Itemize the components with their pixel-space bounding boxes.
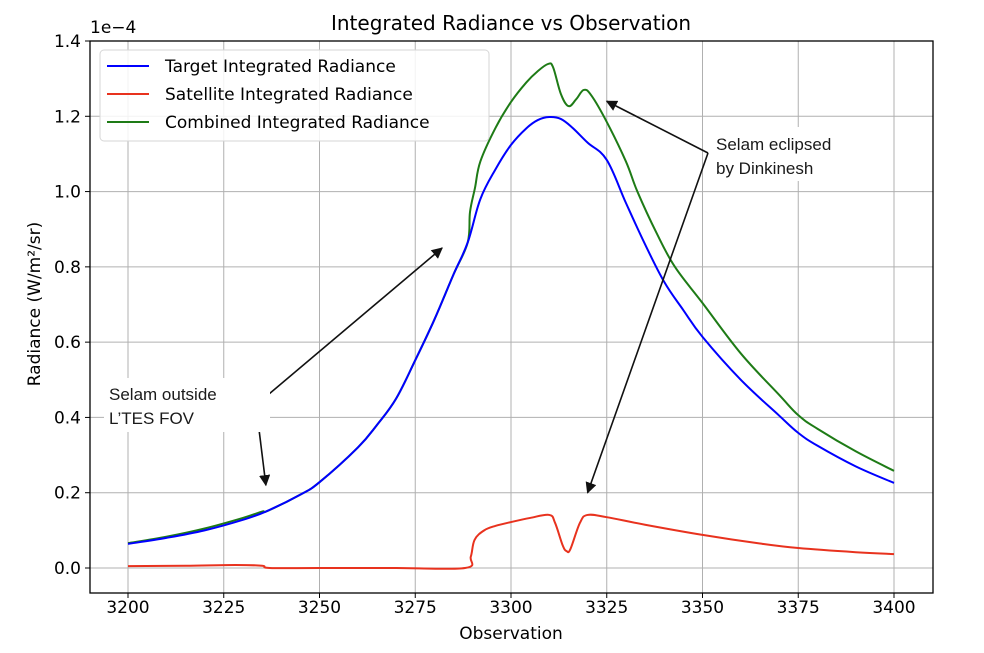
annotation-text-background [711,127,863,181]
annotation-text-line: by Dinkinesh [716,159,813,178]
y-tick-label: 1.2 [54,107,81,127]
y-axis-label: Radiance (W/m²/sr) [25,222,45,387]
annotation-arrow [255,247,443,406]
x-tick-label: 3250 [298,598,341,618]
y-offset-label: 1e−4 [90,18,136,38]
annotation-selam-outside: Selam outside L’TES FOV [104,247,443,487]
legend-label-satellite: Satellite Integrated Radiance [165,85,413,105]
y-tick-label: 0.4 [54,408,81,428]
y-tick-label: 0.6 [54,333,81,353]
annotation-text-line: Selam outside [109,385,217,404]
x-tick-label: 3200 [106,598,149,618]
legend-label-combined: Combined Integrated Radiance [165,113,430,133]
legend: Target Integrated Radiance Satellite Int… [99,49,490,142]
x-tick-label: 3300 [489,598,532,618]
series-layer [127,62,895,570]
annotation-arrow [605,100,709,154]
y-tick-label: 1.4 [54,32,81,52]
ticks: 3200 3225 3250 3275 3300 3325 3350 3375 3400 0.0 0… [54,32,916,618]
legend-label-target: Target Integrated Radiance [164,57,396,77]
annotation-text-line: L’TES FOV [109,409,195,428]
annotations: Selam outside L’TES FOV Selam eclipsed by D… [104,100,863,494]
x-axis-label: Observation [459,624,563,644]
x-tick-label: 3275 [394,598,437,618]
y-tick-label: 0.0 [54,559,81,579]
series-target-line [127,115,895,545]
annotation-text-background [104,378,270,432]
annotation-selam-eclipsed: Selam eclipsed by Dinkinesh [585,100,863,494]
x-tick-label: 3350 [681,598,724,618]
y-tick-label: 0.8 [54,258,81,278]
x-tick-label: 3225 [202,598,245,618]
x-tick-label: 3325 [585,598,628,618]
legend-entry-combined: Combined Integrated Radiance [107,113,430,133]
chart-title: Integrated Radiance vs Observation [331,11,691,35]
x-tick-label: 3400 [872,598,915,618]
annotation-arrow [585,152,709,494]
legend-entry-satellite: Satellite Integrated Radiance [107,85,413,105]
y-tick-label: 1.0 [54,183,81,203]
y-tick-label: 0.2 [54,484,81,504]
legend-entry-target: Target Integrated Radiance [107,57,396,77]
series-satellite-line [127,513,895,570]
legend-box [99,49,490,142]
annotation-text-line: Selam eclipsed [716,135,831,154]
x-tick-label: 3375 [777,598,820,618]
